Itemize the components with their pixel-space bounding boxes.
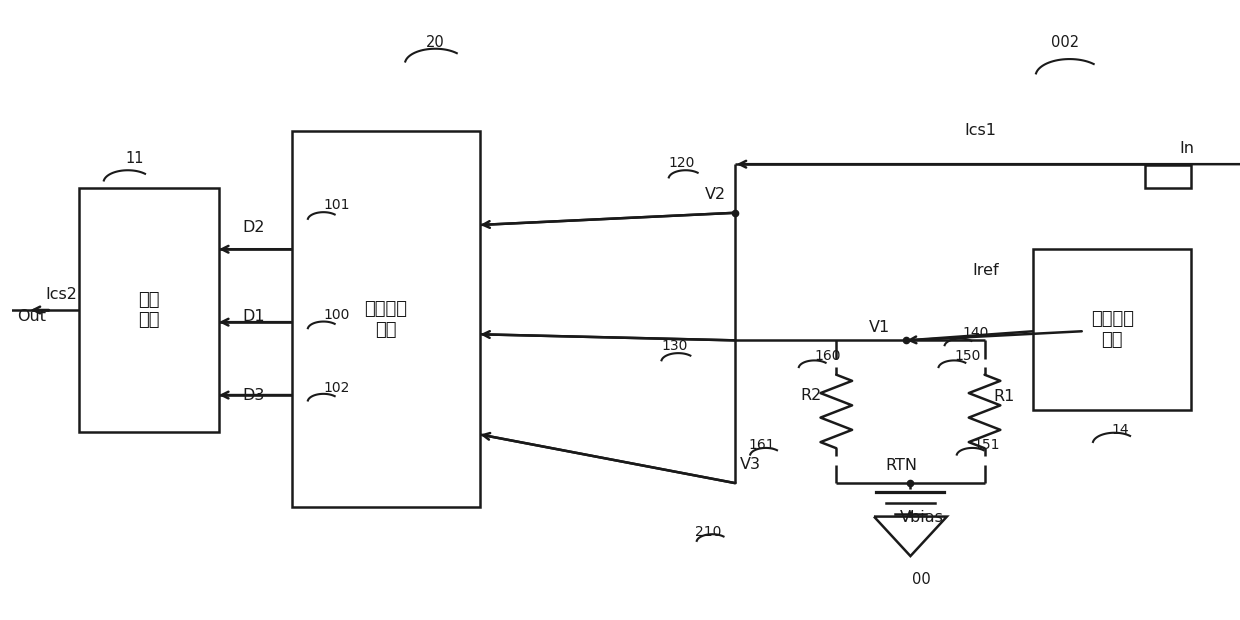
Text: D3: D3 xyxy=(243,388,265,402)
Text: 150: 150 xyxy=(954,348,981,363)
Text: 100: 100 xyxy=(324,308,350,322)
Bar xyxy=(291,131,480,507)
Text: 101: 101 xyxy=(324,198,350,213)
Text: In: In xyxy=(1179,141,1194,156)
Text: RTN: RTN xyxy=(885,458,916,473)
Text: Out: Out xyxy=(17,309,46,324)
Text: V1: V1 xyxy=(869,319,890,335)
Text: D1: D1 xyxy=(243,309,265,324)
Text: 161: 161 xyxy=(749,438,775,452)
Text: 参考电流
模块: 参考电流 模块 xyxy=(1091,311,1133,349)
Text: 120: 120 xyxy=(668,156,694,170)
Bar xyxy=(1033,249,1192,410)
Text: R2: R2 xyxy=(801,388,822,402)
Text: 00: 00 xyxy=(911,572,930,587)
Text: V3: V3 xyxy=(740,457,761,472)
Text: 14: 14 xyxy=(1111,423,1128,437)
Text: 130: 130 xyxy=(661,340,688,353)
Bar xyxy=(79,188,219,432)
Text: 002: 002 xyxy=(1052,35,1080,50)
Text: D2: D2 xyxy=(243,220,265,235)
Text: R1: R1 xyxy=(993,389,1014,404)
Text: 151: 151 xyxy=(973,438,1001,452)
Text: Iref: Iref xyxy=(972,263,999,278)
Text: 160: 160 xyxy=(815,348,841,363)
Text: Ics1: Ics1 xyxy=(965,123,997,138)
Text: Vbias: Vbias xyxy=(899,510,944,525)
Text: 模数转换
模块: 模数转换 模块 xyxy=(365,299,408,339)
Bar xyxy=(1145,165,1192,188)
Text: 140: 140 xyxy=(962,326,990,340)
Text: 11: 11 xyxy=(125,151,144,166)
Text: 102: 102 xyxy=(324,381,350,395)
Text: Ics2: Ics2 xyxy=(45,286,77,302)
Text: 210: 210 xyxy=(696,525,722,539)
Text: 20: 20 xyxy=(425,35,444,50)
Text: V2: V2 xyxy=(706,187,727,202)
Text: 计算
模块: 计算 模块 xyxy=(139,291,160,329)
